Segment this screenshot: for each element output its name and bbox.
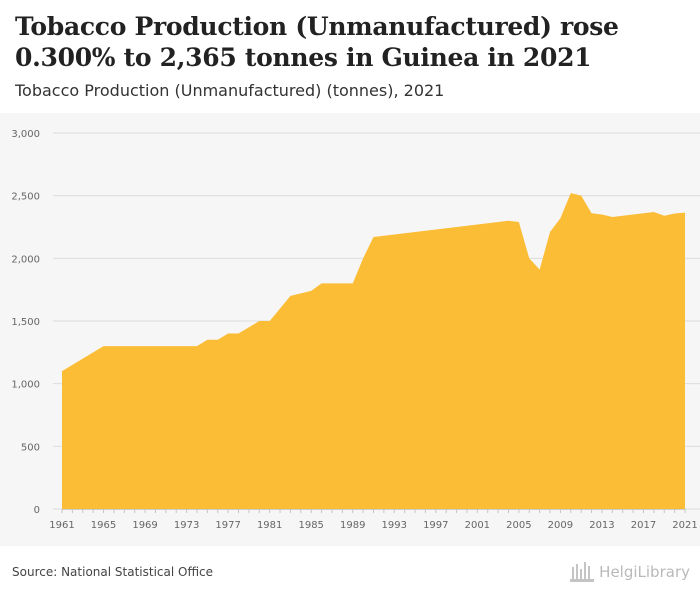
y-tick-label: 3,000 xyxy=(11,129,40,140)
y-tick-label: 2,500 xyxy=(11,192,40,203)
y-tick-label: 1,500 xyxy=(11,317,40,328)
y-axis-ticks: 0 500 1,000 1,500 2,000 2,500 3,000 xyxy=(11,129,40,516)
x-tick-label: 1977 xyxy=(215,520,240,531)
x-tick-label: 1989 xyxy=(340,520,365,531)
logo-text: HelgiLibrary xyxy=(599,563,690,581)
x-tick-label: 2021 xyxy=(672,520,697,531)
chart-subtitle: Tobacco Production (Unmanufactured) (ton… xyxy=(15,81,445,100)
source-note: Source: National Statistical Office xyxy=(12,565,214,579)
header: Tobacco Production (Unmanufactured) rose… xyxy=(0,0,700,113)
x-tick-label: 1969 xyxy=(132,520,157,531)
x-tick-label: 1993 xyxy=(382,520,407,531)
library-icon xyxy=(570,562,595,582)
chart-title: Tobacco Production (Unmanufactured) rose… xyxy=(15,12,619,72)
x-tick-label: 2017 xyxy=(631,520,656,531)
x-tick-label: 1973 xyxy=(174,520,199,531)
x-tick-label: 2009 xyxy=(548,520,573,531)
y-tick-label: 0 xyxy=(34,505,40,516)
helgi-library-logo: HelgiLibrary xyxy=(569,559,690,585)
y-tick-label: 500 xyxy=(21,442,40,453)
x-axis-ticks: 1961 1965 1969 1973 1977 1981 1985 1989 1993 1997… xyxy=(49,509,698,531)
x-tick-label: 1961 xyxy=(49,520,74,531)
area-series xyxy=(62,193,685,509)
x-tick-label: 1997 xyxy=(423,520,448,531)
x-tick-label: 1985 xyxy=(298,520,323,531)
footer xyxy=(0,546,700,596)
x-tick-label: 2013 xyxy=(589,520,614,531)
y-tick-label: 2,000 xyxy=(11,254,40,265)
x-tick-label: 2001 xyxy=(465,520,490,531)
production-area xyxy=(62,193,685,509)
y-tick-label: 1,000 xyxy=(11,380,40,391)
x-tick-label: 1981 xyxy=(257,520,282,531)
x-tick-label: 2005 xyxy=(506,520,531,531)
x-tick-label: 1965 xyxy=(91,520,116,531)
